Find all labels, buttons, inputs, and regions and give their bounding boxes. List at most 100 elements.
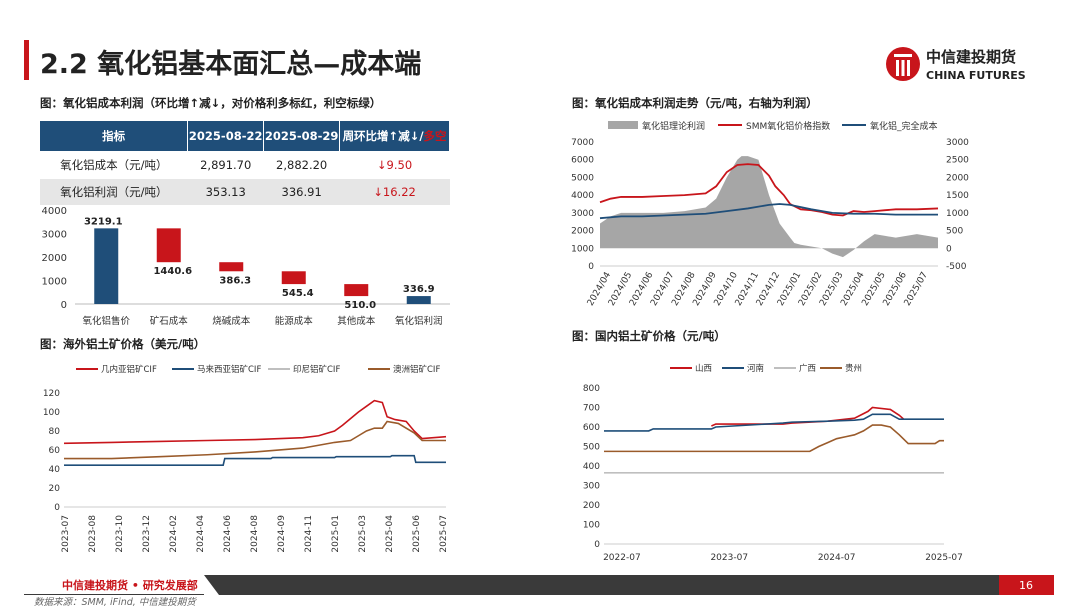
category-label: 其他成本 <box>337 315 376 327</box>
data-source-note: 数据来源：SMM, iFind, 中信建投期货 <box>34 597 196 608</box>
x-tick-label: 2024-02 <box>169 515 179 553</box>
logo-cn: 中信建投期货 <box>926 48 1016 66</box>
y-tick-label: 100 <box>43 408 60 418</box>
y-tick-label: 3000 <box>42 230 67 241</box>
row-change: ↓16.22 <box>339 177 450 205</box>
y-tick-label: 200 <box>583 501 600 511</box>
col-header-date2: 2025-08-29 <box>263 121 341 151</box>
series-line <box>604 413 944 432</box>
row-value-1: 353.13 <box>187 177 264 205</box>
category-label: 氧化铝利润 <box>395 315 443 327</box>
profit-chart-caption: 图：氧化铝成本利润走势（元/吨，右轴为利润） <box>572 96 818 110</box>
data-label: 336.9 <box>403 284 435 295</box>
series-line <box>711 406 905 427</box>
y-tick-label: 120 <box>43 389 60 399</box>
legend-label: SMM氧化铝价格指数 <box>746 120 830 132</box>
y-left-tick: 3000 <box>571 209 594 219</box>
y-tick-label: 0 <box>594 540 600 550</box>
x-tick-label: 2025-07 <box>925 553 963 563</box>
x-tick-label: 2023-07 <box>710 553 748 563</box>
y-tick-label: 1000 <box>42 277 67 288</box>
y-tick-label: 600 <box>583 423 600 433</box>
row-value-1: 2,891.70 <box>187 150 264 178</box>
domestic-bauxite-chart: 山西 河南 广西 贵州 0 100 200 300 400 500 600 700 800 2022-07… <box>583 363 963 563</box>
data-label: 545.4 <box>282 288 314 299</box>
y-tick-label: 60 <box>49 446 61 456</box>
domestic-chart-caption: 图：国内铝土矿价格（元/吨） <box>572 329 726 343</box>
y-tick-label: 700 <box>583 404 600 414</box>
y-right-tick: 3000 <box>946 138 969 148</box>
y-right-tick: 500 <box>946 227 963 237</box>
overseas-chart-caption: 图：海外铝土矿价格（美元/吨） <box>40 337 206 351</box>
series-line <box>64 454 446 466</box>
company-logo: 中信建投期货 CHINA FUTURES <box>886 47 1026 82</box>
page-title: 2.2 氧化铝基本面汇总—成本端 <box>40 49 422 80</box>
row-name: 氧化铝利润（元/吨） <box>40 177 188 205</box>
category-label: 能源成本 <box>275 315 314 327</box>
y-tick-label: 0 <box>54 503 60 513</box>
col-header-date1: 2025-08-22 <box>187 121 265 151</box>
legend-label: 广西 <box>799 363 816 374</box>
series-area-profit <box>600 156 938 258</box>
legend-label: 河南 <box>747 363 764 374</box>
x-tick-label: 2022-07 <box>603 553 641 563</box>
legend-label: 澳洲铝矿CIF <box>393 364 440 375</box>
data-label: 3219.1 <box>84 216 123 227</box>
profit-trend-chart: 氧化铝理论利润 SMM氧化铝价格指数 氧化铝_完全成本 0 1000 2000 3000 40… <box>571 120 969 308</box>
x-tick-label: 2024-06 <box>223 515 233 553</box>
col-header-change: 周环比增↑减↓/多空 <box>339 121 450 151</box>
series-line <box>599 163 939 217</box>
x-tick-label: 2024-11 <box>304 515 314 553</box>
page-number: 16 <box>1019 579 1033 592</box>
cost-profit-table: 指标 2025-08-22 2025-08-29 周环比增↑减↓/多空 氧化铝成… <box>40 121 450 205</box>
category-label: 氧化铝售价 <box>82 315 130 327</box>
y-tick-label: 0 <box>61 300 67 311</box>
x-tick-label: 2023-12 <box>142 515 152 553</box>
x-tick-label: 2024-08 <box>250 515 260 553</box>
col-header-indicator: 指标 <box>40 121 189 151</box>
title-accent-bar <box>24 40 29 80</box>
series-line <box>604 424 944 453</box>
y-tick-label: 40 <box>49 465 61 475</box>
y-tick-label: 300 <box>583 482 600 492</box>
waterfall-bar <box>281 271 306 285</box>
y-right-tick: 2000 <box>946 173 969 183</box>
y-right-tick: 2500 <box>946 156 969 166</box>
y-tick-label: 500 <box>583 443 600 453</box>
waterfall-bar <box>219 262 244 272</box>
y-right-tick: 1000 <box>946 209 969 219</box>
row-value-2: 2,882.20 <box>263 150 340 178</box>
y-left-tick: 2000 <box>571 227 594 237</box>
y-left-tick: 4000 <box>571 191 594 201</box>
logo-en: CHINA FUTURES <box>926 69 1026 82</box>
waterfall-bar <box>94 228 119 304</box>
series-line <box>63 399 447 445</box>
waterfall-chart: 0 1000 2000 3000 4000 3219.1 氧化铝售价 1440.6 矿石成本 38… <box>42 206 450 327</box>
y-right-tick: -500 <box>946 262 967 272</box>
table-caption: 图：氧化铝成本利润（环比增↑减↓，对价格利多标红，利空标绿） <box>40 96 382 110</box>
y-tick-label: 80 <box>49 427 61 437</box>
y-tick-label: 2000 <box>42 253 67 264</box>
y-tick-label: 100 <box>583 521 600 531</box>
legend-label: 山西 <box>695 363 712 374</box>
overseas-bauxite-chart: 几内亚铝矿CIF 马来西亚铝矿CIF 印尼铝矿CIF 澳洲铝矿CIF 0 20 40 60 80… <box>43 364 449 553</box>
legend-label: 马来西亚铝矿CIF <box>197 364 261 375</box>
legend-label: 贵州 <box>845 363 862 374</box>
legend-label: 几内亚铝矿CIF <box>101 364 157 375</box>
x-tick-label: 2023-07 <box>61 515 71 553</box>
x-tick-label: 2025-06 <box>412 515 422 553</box>
y-left-tick: 1000 <box>571 244 594 254</box>
legend-label: 氧化铝_完全成本 <box>870 120 938 132</box>
x-tick-label: 2024-04 <box>196 515 206 553</box>
y-left-tick: 7000 <box>571 138 594 148</box>
legend-swatch <box>608 121 638 129</box>
y-tick-label: 400 <box>583 462 600 472</box>
waterfall-bar <box>406 296 431 304</box>
x-tick-label: 2025-04 <box>385 515 395 553</box>
row-value-2: 336.91 <box>263 177 340 205</box>
row-change: ↓9.50 <box>339 150 450 178</box>
waterfall-bar <box>156 228 181 263</box>
data-label: 386.3 <box>219 275 251 286</box>
category-label: 矿石成本 <box>150 315 189 327</box>
table-row: 氧化铝利润（元/吨） 353.13 336.91 ↓16.22 <box>40 177 450 205</box>
